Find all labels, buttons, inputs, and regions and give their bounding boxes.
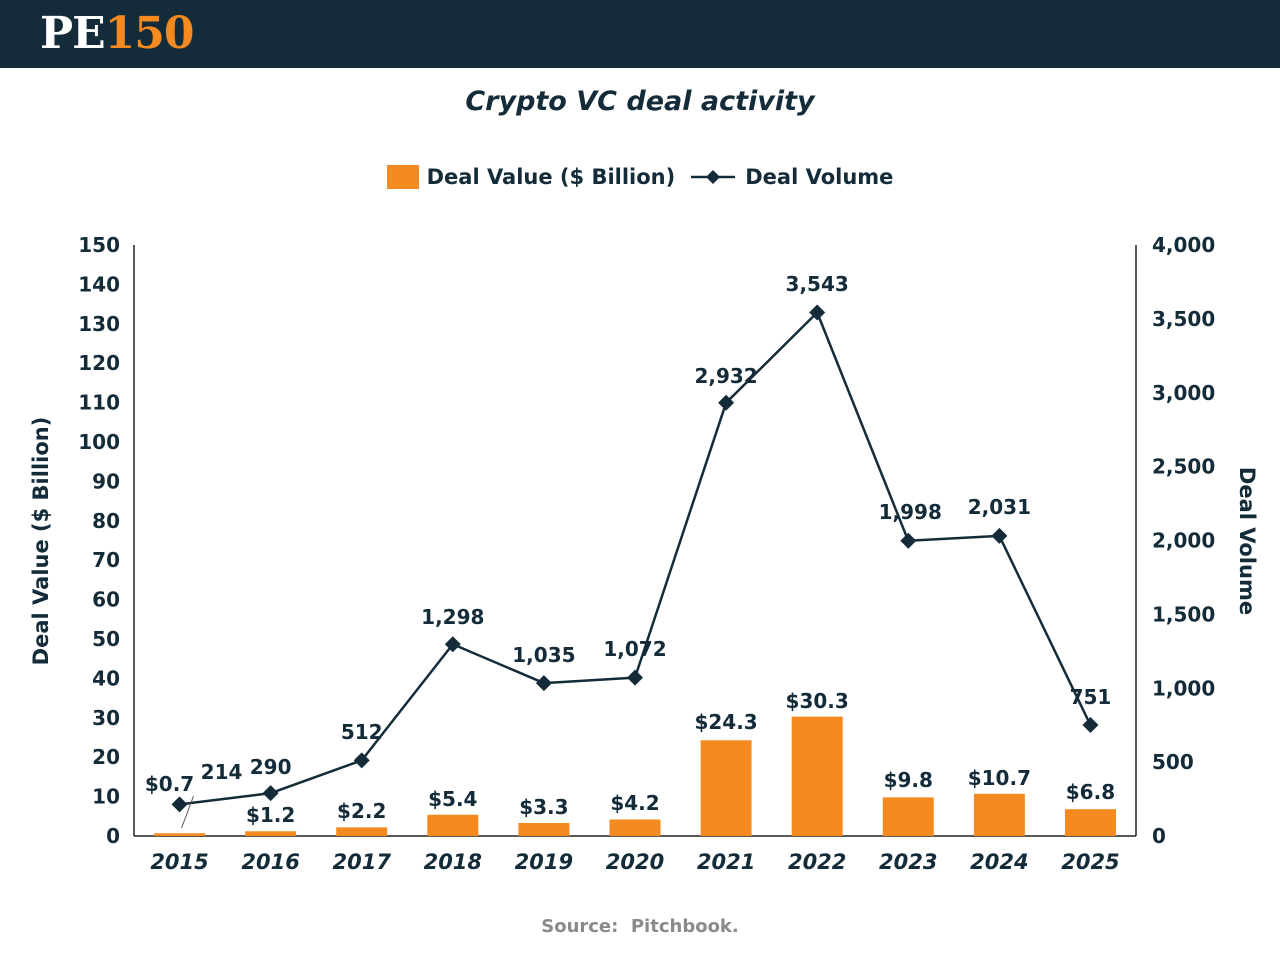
left-axis-tick-label: 120 (78, 351, 120, 375)
deal-volume-data-label: 3,543 (786, 272, 849, 296)
deal-volume-data-label: 512 (341, 720, 383, 744)
right-axis-tick-label: 2,500 (1152, 455, 1215, 479)
left-axis-tick-label: 10 (92, 785, 120, 809)
deal-value-bar (518, 823, 569, 836)
left-axis-tick-label: 30 (92, 706, 120, 730)
deal-value-data-label: $5.4 (428, 787, 477, 811)
deal-value-bar (154, 833, 205, 836)
left-axis-tick-label: 70 (92, 548, 120, 572)
left-axis-tick-label: 40 (92, 666, 120, 690)
right-axis-tick-label: 1,500 (1152, 602, 1215, 626)
deal-volume-marker (172, 796, 188, 812)
deal-volume-marker (900, 533, 916, 549)
x-axis-tick-label: 2019 (515, 850, 573, 874)
x-axis-tick-label: 2016 (241, 850, 299, 874)
x-axis-tick-label: 2023 (879, 850, 937, 874)
deal-volume-data-label: 1,998 (879, 500, 942, 524)
deal-value-bar (1065, 809, 1116, 836)
deal-value-bar (427, 815, 478, 836)
deal-value-data-label: $1.2 (246, 803, 295, 827)
deal-volume-data-label: 1,072 (603, 637, 666, 661)
deal-value-bar (974, 794, 1025, 836)
x-axis-tick-label: 2015 (150, 850, 208, 874)
deal-value-data-label: $9.8 (884, 768, 933, 792)
left-axis-tick-label: 20 (92, 745, 120, 769)
deal-value-bar (701, 740, 752, 836)
deal-volume-data-label: 2,932 (694, 364, 757, 388)
combo-chart: 0 10 20 30 40 50 60 70 80 90 100 110 120 130 140 150 0 50… (0, 0, 1280, 960)
deal-value-data-label: $4.2 (610, 791, 659, 815)
right-axis-tick-label: 3,000 (1152, 381, 1215, 405)
left-axis-tick-label: 150 (78, 233, 120, 257)
deal-value-bar (245, 831, 296, 836)
x-axis-tick-label: 2017 (333, 850, 392, 874)
right-axis-tick-label: 1,000 (1152, 676, 1215, 700)
left-axis-tick-label: 60 (92, 588, 120, 612)
left-axis-tick-label: 100 (78, 430, 120, 454)
right-axis-tick-label: 500 (1152, 750, 1194, 774)
deal-volume-marker (263, 785, 279, 801)
right-axis-tick-label: 4,000 (1152, 233, 1215, 257)
x-axis-tick-label: 2024 (970, 850, 1028, 874)
left-axis-title: Deal Value ($ Billion) (29, 417, 53, 666)
left-axis-tick-label: 140 (78, 272, 120, 296)
deal-value-bar (883, 797, 934, 836)
right-axis-tick-label: 0 (1152, 824, 1166, 848)
deal-volume-data-label: 2,031 (968, 495, 1031, 519)
x-axis-tick-label: 2021 (697, 850, 755, 874)
x-axis-tick-label: 2018 (424, 850, 482, 874)
right-axis-tick-label: 2,000 (1152, 529, 1215, 553)
deal-volume-data-label: 1,035 (512, 643, 575, 667)
left-axis-tick-label: 0 (106, 824, 120, 848)
deal-value-data-label: $2.2 (337, 799, 386, 823)
deal-value-data-label: $30.3 (786, 689, 849, 713)
deal-volume-marker (627, 670, 643, 686)
deal-volume-data-label: 290 (250, 755, 292, 779)
deal-value-bar (792, 717, 843, 836)
source-note: Source: Pitchbook. (0, 916, 1280, 937)
right-axis-title: Deal Volume (1235, 467, 1259, 615)
left-axis-tick-label: 90 (92, 469, 120, 493)
x-axis-tick-label: 2025 (1061, 850, 1119, 874)
left-axis-tick-label: 110 (78, 391, 120, 415)
deal-value-data-label: $24.3 (694, 710, 757, 734)
deal-volume-marker (991, 528, 1007, 544)
deal-volume-data-label: 1,298 (421, 605, 484, 629)
deal-volume-marker (536, 675, 552, 691)
deal-value-data-label: $3.3 (519, 795, 568, 819)
left-axis-tick-label: 80 (92, 509, 120, 533)
x-axis-tick-label: 2020 (606, 850, 664, 874)
right-axis-tick-label: 3,500 (1152, 307, 1215, 331)
deal-value-data-label: $0.7 (145, 772, 194, 796)
deal-volume-line (180, 313, 1091, 805)
x-axis-tick-label: 2022 (788, 850, 846, 874)
deal-value-bar (610, 819, 661, 836)
deal-value-data-label: $10.7 (968, 766, 1031, 790)
deal-volume-marker (1082, 717, 1098, 733)
left-axis-tick-label: 50 (92, 627, 120, 651)
left-axis-tick-label: 130 (78, 312, 120, 336)
deal-volume-data-label: 214 (201, 760, 243, 784)
deal-volume-data-label: 751 (1070, 685, 1112, 709)
deal-value-data-label: $6.8 (1066, 780, 1115, 804)
deal-value-bar (336, 827, 387, 836)
